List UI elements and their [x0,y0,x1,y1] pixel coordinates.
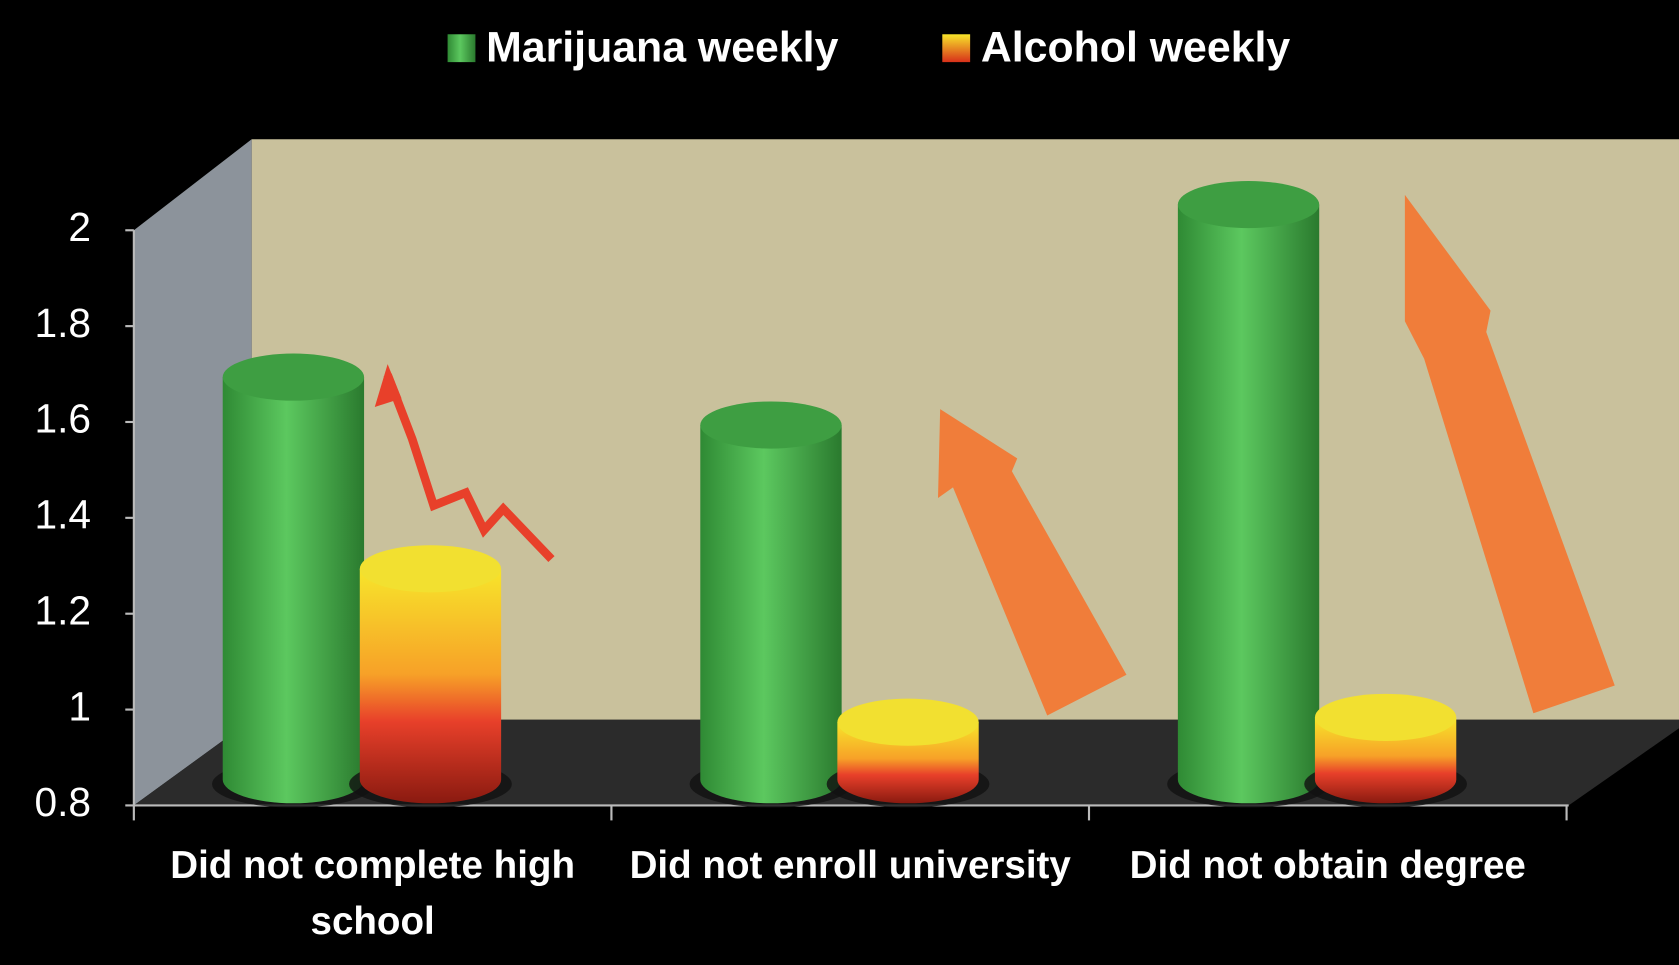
x-tick-label: Did not enroll university [629,842,1071,887]
x-label-box: Did not enroll university [629,842,1071,887]
y-tick-label: 1.2 [34,587,91,633]
legend-label: Marijuana weekly [486,24,838,72]
bar-body [1314,717,1457,804]
bar [826,698,990,808]
bar-top [359,545,502,593]
arrow [938,409,1127,716]
bar-top [1314,693,1457,741]
bar-top [837,698,979,746]
bar-body [700,425,842,804]
y-tick-label: 0.8 [34,779,91,825]
decor-arrows [374,194,1615,716]
bar-top [222,353,365,401]
y-tick-label: 1.6 [34,396,91,442]
y-tick-label: 1 [68,683,91,729]
zigzag-arrow [383,373,555,563]
bar-body [1177,204,1320,804]
bar-top [1177,181,1320,229]
bar [1304,693,1467,808]
x-tick-label: Did not complete high school [170,842,575,943]
bar [1167,181,1330,808]
y-tick-label: 1.4 [34,492,91,538]
plot [212,181,1467,808]
y-tick-label: 1.8 [34,300,91,346]
bar-body [359,568,502,804]
x-label-box: Did not complete high school [170,842,575,943]
side-wall [133,139,252,806]
bar [689,401,853,808]
legend-swatch [942,34,971,63]
x-tick-label: Did not obtain degree [1129,842,1526,887]
legend-label: Alcohol weekly [981,24,1291,72]
arrow [1404,194,1615,714]
arrow-head [374,364,402,407]
bar [349,545,512,808]
bar-top [700,401,842,449]
legend-swatch [447,34,476,63]
bar [212,353,375,808]
y-tick-label: 2 [68,204,91,250]
bar-body [222,377,365,804]
x-label-box: Did not obtain degree [1129,842,1526,887]
